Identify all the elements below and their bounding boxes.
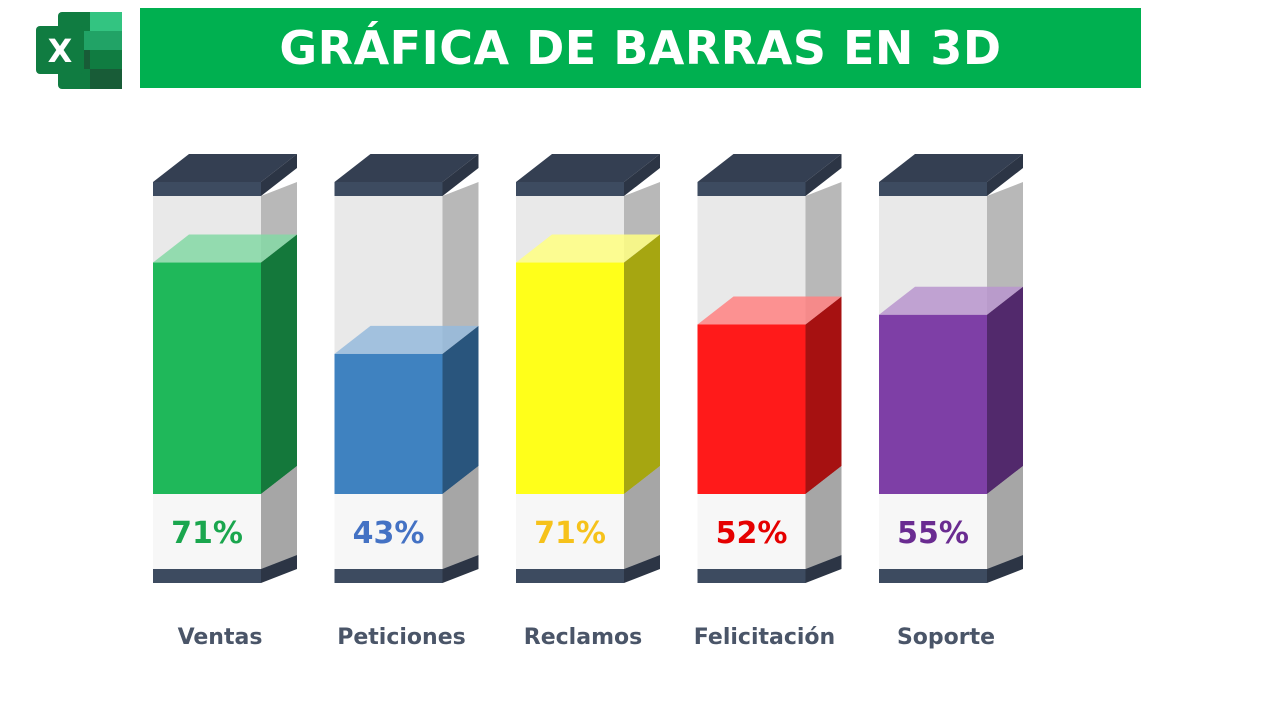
bar-top: [879, 286, 1023, 315]
bottom-cap-front: [697, 569, 806, 583]
top-cap-front: [516, 182, 624, 196]
top-cap-top: [879, 154, 1023, 182]
bottom-cap-side: [987, 555, 1023, 583]
bar-top: [697, 296, 842, 325]
category-label: Peticiones: [337, 625, 465, 650]
top-cap-front: [153, 182, 261, 196]
excel-logo-letter: X: [48, 32, 73, 70]
bottom-cap-side: [624, 555, 660, 583]
top-cap-top: [697, 154, 842, 182]
bar-side: [805, 296, 842, 494]
bottom-cap-front: [153, 569, 261, 583]
bottom-cap-front: [334, 569, 443, 583]
excel-logo-icon: X: [34, 10, 124, 90]
base-front: [334, 494, 443, 569]
bar: [153, 262, 261, 494]
top-cap-top: [153, 154, 297, 182]
top-cap-side: [805, 154, 842, 196]
bar: [516, 262, 624, 494]
base-front: [153, 494, 261, 569]
base-side: [442, 466, 479, 569]
data-label: 71%: [171, 516, 243, 551]
data-label: 43%: [353, 516, 425, 551]
bar-top: [516, 234, 660, 263]
top-cap-top: [516, 154, 660, 182]
bottom-cap-side: [442, 555, 479, 583]
base-side: [805, 466, 842, 569]
top-cap-front: [697, 182, 806, 196]
category-label: Felicitación: [694, 625, 835, 650]
top-cap-side: [624, 154, 660, 196]
title-banner: GRÁFICA DE BARRAS EN 3D: [140, 8, 1141, 88]
top-cap-side: [442, 154, 479, 196]
page-title: GRÁFICA DE BARRAS EN 3D: [279, 21, 1002, 75]
category-label: Reclamos: [524, 625, 642, 650]
data-label: 55%: [897, 516, 969, 551]
bar: [334, 353, 443, 494]
bar-side: [261, 234, 297, 495]
top-cap-side: [261, 154, 297, 196]
bottom-cap-front: [516, 569, 624, 583]
base-front: [879, 494, 987, 569]
bar-side: [987, 286, 1023, 494]
bar-side: [624, 234, 660, 495]
top-cap-front: [879, 182, 987, 196]
top-cap-front: [334, 182, 443, 196]
data-label: 71%: [534, 516, 606, 551]
bottom-cap-side: [261, 555, 297, 583]
bar-side: [442, 325, 479, 494]
top-cap-top: [334, 154, 479, 182]
bar-top: [334, 325, 479, 354]
category-label: Soporte: [897, 625, 995, 650]
bar-top: [153, 234, 297, 263]
base-side: [261, 466, 297, 569]
base-side: [987, 466, 1023, 569]
bottom-cap-front: [879, 569, 987, 583]
bottom-cap-side: [805, 555, 842, 583]
top-cap-side: [987, 154, 1023, 196]
bar: [879, 314, 987, 494]
bar: [697, 324, 806, 494]
data-label: 52%: [716, 516, 788, 551]
category-label: Ventas: [178, 625, 263, 650]
base-front: [697, 494, 806, 569]
base-front: [516, 494, 624, 569]
base-side: [624, 466, 660, 569]
